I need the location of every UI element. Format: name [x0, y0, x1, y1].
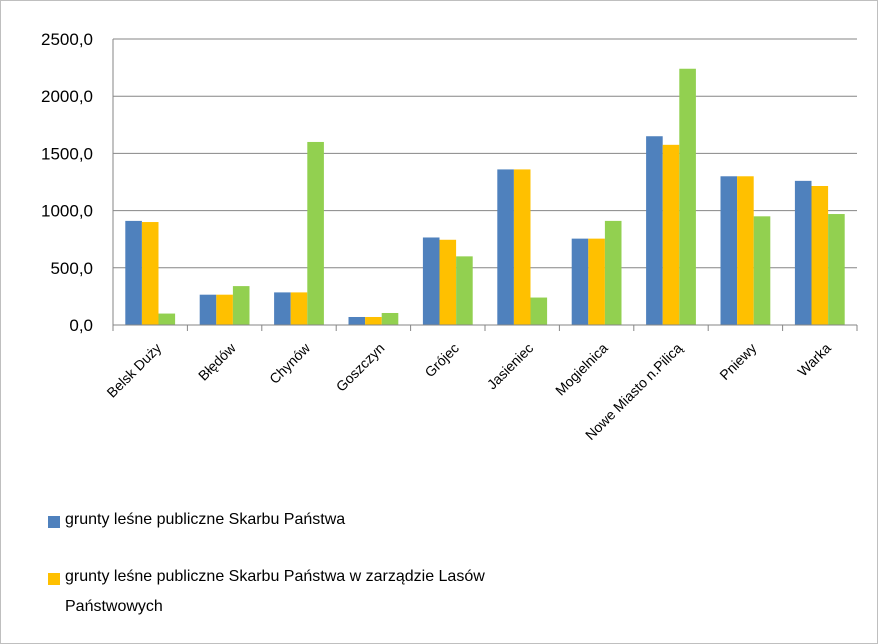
legend-2: grunty leśne publiczne Skarbu Państwa w … [48, 568, 485, 622]
y-tick-label: 1500,0 [41, 144, 93, 163]
x-category-label: Pniewy [716, 340, 759, 383]
legend-label-series-2-line2: Państwowych [65, 598, 163, 615]
bar-series-2 [513, 169, 531, 325]
bars [125, 68, 845, 325]
x-category-label: Belsk Duży [103, 340, 164, 401]
bar-series-1 [125, 220, 142, 325]
bar-series-2 [216, 294, 233, 325]
bar-series-1 [794, 180, 812, 325]
bar-series-1 [348, 316, 366, 325]
bar-series-2 [290, 292, 308, 325]
bar-series-2 [439, 239, 457, 325]
legend-swatch-blue [48, 516, 60, 528]
x-category-label: Chynów [266, 339, 314, 387]
y-tick-label: 2500,0 [41, 30, 93, 49]
bar-series-3 [158, 313, 176, 325]
bar-series-1 [199, 294, 217, 325]
legend-label-series-1: grunty leśne publiczne Skarbu Państwa [65, 511, 346, 528]
axes [112, 39, 858, 331]
bar-series-3 [307, 141, 324, 325]
bar-series-1 [720, 176, 738, 325]
legend-item-series-2: grunty leśne publiczne Skarbu Państwa w … [48, 568, 485, 622]
bar-series-3 [828, 214, 845, 325]
bar-series-2 [662, 144, 680, 325]
bar-series-2 [811, 186, 829, 325]
bar-series-2 [588, 238, 605, 325]
y-axis-ticks: 0,0 500,0 1000,0 1500,0 2000,0 2500,0 [41, 30, 93, 335]
legend: grunty leśne publiczne Skarbu Państwa [48, 511, 345, 535]
legend-label-series-2-line1: grunty leśne publiczne Skarbu Państwa w … [65, 568, 485, 585]
y-tick-label: 1000,0 [41, 202, 93, 221]
bar-series-1 [274, 292, 291, 325]
bar-series-2 [737, 176, 754, 325]
bar-series-1 [497, 169, 514, 325]
legend-label-series-2: grunty leśne publiczne Skarbu Państwa w … [65, 562, 485, 622]
x-category-label: Mogielnica [552, 340, 611, 399]
bar-series-3 [232, 286, 250, 325]
bar-series-3 [381, 312, 399, 325]
legend-swatch-orange [48, 573, 60, 585]
bar-series-1 [422, 237, 440, 325]
x-category-label: Grójec [421, 340, 461, 380]
bar-series-3 [753, 216, 771, 325]
y-tick-label: 500,0 [50, 259, 93, 278]
x-category-label: Jasieniec [484, 340, 537, 393]
y-tick-label: 2000,0 [41, 87, 93, 106]
x-category-label: Warka [794, 340, 834, 380]
x-axis-labels: Belsk Duży Błędów Chynów Goszczyn Grójec Jasi… [103, 339, 834, 443]
legend-item-series-1: grunty leśne publiczne Skarbu Państwa [48, 511, 345, 535]
bar-series-3 [530, 297, 548, 325]
bar-series-3 [456, 256, 473, 325]
bar-series-1 [571, 238, 589, 325]
x-category-label: Goszczyn [333, 340, 388, 395]
bar-series-2 [365, 316, 382, 325]
bar-series-3 [679, 68, 696, 325]
bar-series-1 [646, 136, 663, 325]
bar-series-2 [141, 222, 159, 325]
bar-series-3 [604, 220, 622, 325]
x-category-label: Błędów [195, 339, 239, 383]
y-tick-label: 0,0 [69, 316, 93, 335]
